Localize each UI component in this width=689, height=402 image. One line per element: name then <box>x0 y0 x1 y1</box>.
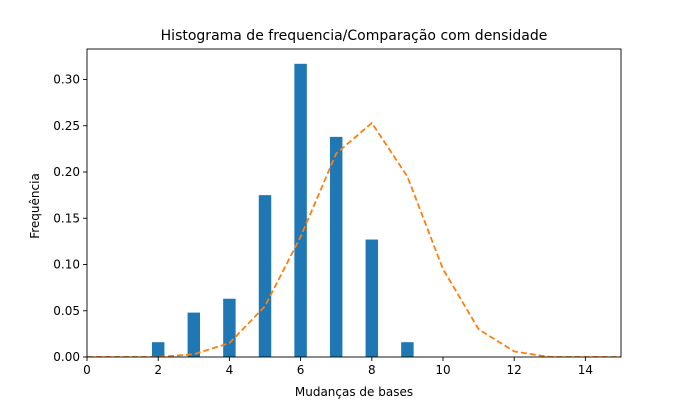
x-tick-label: 2 <box>154 363 162 377</box>
y-tick-label: 0.05 <box>53 304 80 318</box>
x-tick-label: 4 <box>226 363 234 377</box>
density-line <box>87 121 621 357</box>
y-tick-label: 0.30 <box>53 73 80 87</box>
histogram-bar <box>151 342 165 357</box>
histogram-bar <box>223 298 236 357</box>
x-tick-label: 6 <box>297 363 305 377</box>
x-tick-label: 8 <box>368 363 376 377</box>
x-axis-ticks: 0 2 4 6 8 10 12 14 <box>83 357 593 377</box>
histogram-bar <box>294 63 307 357</box>
y-tick-label: 0.00 <box>53 350 80 364</box>
y-tick-label: 0.25 <box>53 119 80 133</box>
plot-area <box>87 63 621 357</box>
axes <box>86 48 622 358</box>
histogram-bar <box>401 342 414 357</box>
x-tick-label: 0 <box>83 363 91 377</box>
histogram-bar <box>187 312 201 357</box>
chart-title: Histograma de frequencia/Comparação com … <box>161 28 548 44</box>
histogram-bar <box>365 239 379 357</box>
x-tick-label: 14 <box>578 363 593 377</box>
x-tick-label: 10 <box>435 363 450 377</box>
histogram-bar <box>329 136 343 357</box>
x-axis-label: Mudanças de bases <box>295 385 413 399</box>
histogram-bar <box>258 195 272 357</box>
x-tick-label: 12 <box>507 363 522 377</box>
y-tick-label: 0.15 <box>53 211 80 225</box>
y-axis-label: Frequência <box>28 173 42 239</box>
y-tick-label: 0.10 <box>53 258 80 272</box>
axes-frame <box>86 48 622 358</box>
y-tick-label: 0.20 <box>53 165 80 179</box>
y-axis-ticks: 0.00 0.05 0.10 0.15 0.20 0.25 0.30 <box>53 73 87 364</box>
